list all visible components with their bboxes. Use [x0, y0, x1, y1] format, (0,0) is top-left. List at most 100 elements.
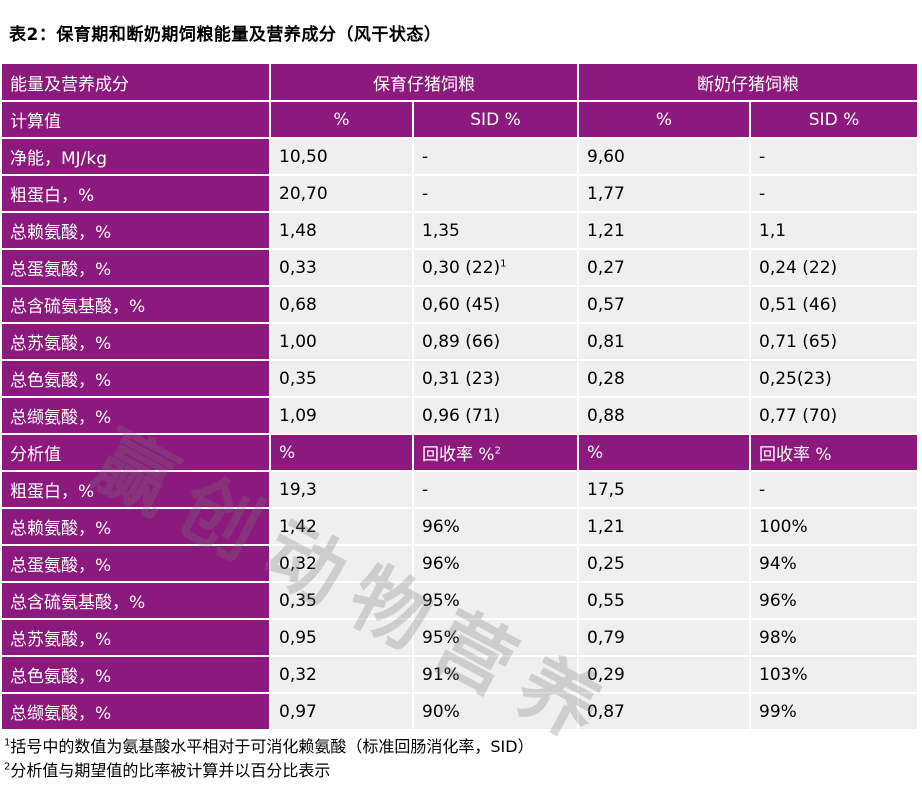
table-cell: 0,77 (70) — [750, 397, 919, 435]
footnote-2: 2分析值与期望值的比率被计算并以百分比表示 — [4, 761, 331, 780]
row-label: 粗蛋白，% — [2, 471, 271, 509]
table-row: 总缬氨酸，% 1,09 0,96 (71) 0,88 0,77 (70) — [2, 397, 919, 435]
table-title: 表2：保育期和断奶期饲粮能量及营养成分（风干状态） — [9, 25, 442, 45]
table-cell: 96% — [413, 508, 579, 546]
table-cell: 17,5 — [578, 471, 751, 509]
table-cell: 1,35 — [413, 212, 579, 250]
table-cell: 0,32 — [270, 656, 414, 694]
table-cell: 0,81 — [578, 323, 751, 361]
table-cell: 0,55 — [578, 582, 751, 620]
row-label: 净能，MJ/kg — [2, 138, 271, 176]
table-cell: 0,27 — [578, 249, 751, 287]
footnote-1: 1括号中的数值为氨基酸水平相对于可消化赖氨酸（标准回肠消化率，SID） — [4, 737, 534, 756]
row-label: 总含硫氨基酸，% — [2, 582, 271, 620]
table-cell: 0,79 — [578, 619, 751, 657]
calc-col-header: % — [578, 101, 751, 139]
row-label: 总缬氨酸，% — [2, 397, 271, 435]
table-cell: 1,00 — [270, 323, 414, 361]
table-cell: - — [413, 175, 579, 213]
table-cell: 0,88 — [578, 397, 751, 435]
table-cell: 0,30 (22)1 — [413, 249, 579, 287]
table-cell: - — [750, 471, 919, 509]
footnote-ref: 2 — [494, 445, 501, 457]
table-cell: - — [750, 175, 919, 213]
table-cell: 0,57 — [578, 286, 751, 324]
table-cell: 0,97 — [270, 693, 414, 731]
table-row: 总含硫氨基酸，% 0,68 0,60 (45) 0,57 0,51 (46) — [2, 286, 919, 324]
header-label: 能量及营养成分 — [2, 64, 271, 102]
footnotes: 1括号中的数值为氨基酸水平相对于可消化赖氨酸（标准回肠消化率，SID） 2分析值… — [4, 735, 534, 783]
table-cell: 19,3 — [270, 471, 414, 509]
table-cell: 0,29 — [578, 656, 751, 694]
table-row: 粗蛋白，% 19,3-17,5- — [2, 471, 919, 509]
table-cell: 95% — [413, 619, 579, 657]
nutrition-table: 能量及营养成分 保育仔猪饲粮 断奶仔猪饲粮 计算值 % SID % % SID … — [2, 64, 919, 731]
row-label: 总缬氨酸，% — [2, 693, 271, 731]
table-row: 总赖氨酸，% 1,48 1,35 1,21 1,1 — [2, 212, 919, 250]
row-label: 总苏氨酸，% — [2, 323, 271, 361]
table-cell: 0,87 — [578, 693, 751, 731]
table-cell: 0,95 — [270, 619, 414, 657]
table-cell: 0,33 — [270, 249, 414, 287]
table-cell: 0,25 — [578, 545, 751, 583]
table-row: 总蛋氨酸，% 0,33 0,30 (22)1 0,27 0,24 (22) — [2, 249, 919, 287]
analysis-col-header: 回收率 % — [750, 434, 919, 472]
table-cell: 0,35 — [270, 582, 414, 620]
footnote-ref: 1 — [500, 257, 507, 269]
table-cell: 0,60 (45) — [413, 286, 579, 324]
table-cell: 96% — [750, 582, 919, 620]
table-cell: 96% — [413, 545, 579, 583]
table-cell: 0,51 (46) — [750, 286, 919, 324]
table-cell: 103% — [750, 656, 919, 694]
table-cell: 0,68 — [270, 286, 414, 324]
row-label: 总色氨酸，% — [2, 656, 271, 694]
table-cell: - — [413, 471, 579, 509]
table-row: 净能，MJ/kg 10,50-9,60- — [2, 138, 919, 176]
row-label: 总蛋氨酸，% — [2, 545, 271, 583]
table-cell: - — [750, 138, 919, 176]
table-cell: 99% — [750, 693, 919, 731]
table-cell: 20,70 — [270, 175, 414, 213]
row-label: 总赖氨酸，% — [2, 212, 271, 250]
table-cell: 1,21 — [578, 508, 751, 546]
table-row: 总赖氨酸，% 1,42 96% 1,21 100% — [2, 508, 919, 546]
analysis-rows: 粗蛋白，% 19,3-17,5- 总赖氨酸，% 1,42 96% 1,21 100% 总蛋氨酸… — [2, 471, 919, 731]
table-cell: 94% — [750, 545, 919, 583]
table-row: 总色氨酸，% 0,32 91% 0,29 103% — [2, 656, 919, 694]
table-cell: 91% — [413, 656, 579, 694]
table-row: 总色氨酸，% 0,35 0,31 (23) 0,28 0,25(23) — [2, 360, 919, 398]
table-cell: 98% — [750, 619, 919, 657]
table-cell: 10,50 — [270, 138, 414, 176]
table-row: 总蛋氨酸，% 0,32 96% 0,25 94% — [2, 545, 919, 583]
table-cell: 9,60 — [578, 138, 751, 176]
table-cell: 1,77 — [578, 175, 751, 213]
calc-col-header: SID % — [413, 101, 579, 139]
table-cell: 1,42 — [270, 508, 414, 546]
row-label: 总含硫氨基酸，% — [2, 286, 271, 324]
analysis-section-label: 分析值 — [2, 434, 271, 472]
analysis-col-header: % — [270, 434, 414, 472]
table-row: 总苏氨酸，% 1,00 0,89 (66) 0,81 0,71 (65) — [2, 323, 919, 361]
table-cell: 0,35 — [270, 360, 414, 398]
calc-col-header: % — [270, 101, 414, 139]
table-row: 总苏氨酸，% 0,95 95% 0,79 98% — [2, 619, 919, 657]
header-group-weaning: 断奶仔猪饲粮 — [578, 64, 919, 102]
table-cell: 0,24 (22) — [750, 249, 919, 287]
header-group-nursery: 保育仔猪饲粮 — [270, 64, 579, 102]
table-row: 总缬氨酸，% 0,97 90% 0,87 99% — [2, 693, 919, 731]
table-cell: 0,89 (66) — [413, 323, 579, 361]
analysis-header-row: 分析值 % 回收率 %2 % 回收率 % — [2, 434, 919, 472]
table-cell: 0,71 (65) — [750, 323, 919, 361]
table-cell: 0,28 — [578, 360, 751, 398]
calc-section-label: 计算值 — [2, 101, 271, 139]
table-cell: 0,31 (23) — [413, 360, 579, 398]
row-label: 总苏氨酸，% — [2, 619, 271, 657]
calc-header-row: 计算值 % SID % % SID % — [2, 101, 919, 139]
analysis-col-header: % — [578, 434, 751, 472]
table-cell: 0,32 — [270, 545, 414, 583]
table-cell: 100% — [750, 508, 919, 546]
row-label: 粗蛋白，% — [2, 175, 271, 213]
row-label: 总蛋氨酸，% — [2, 249, 271, 287]
table-cell: 1,48 — [270, 212, 414, 250]
table-group-header-row: 能量及营养成分 保育仔猪饲粮 断奶仔猪饲粮 — [2, 64, 919, 102]
